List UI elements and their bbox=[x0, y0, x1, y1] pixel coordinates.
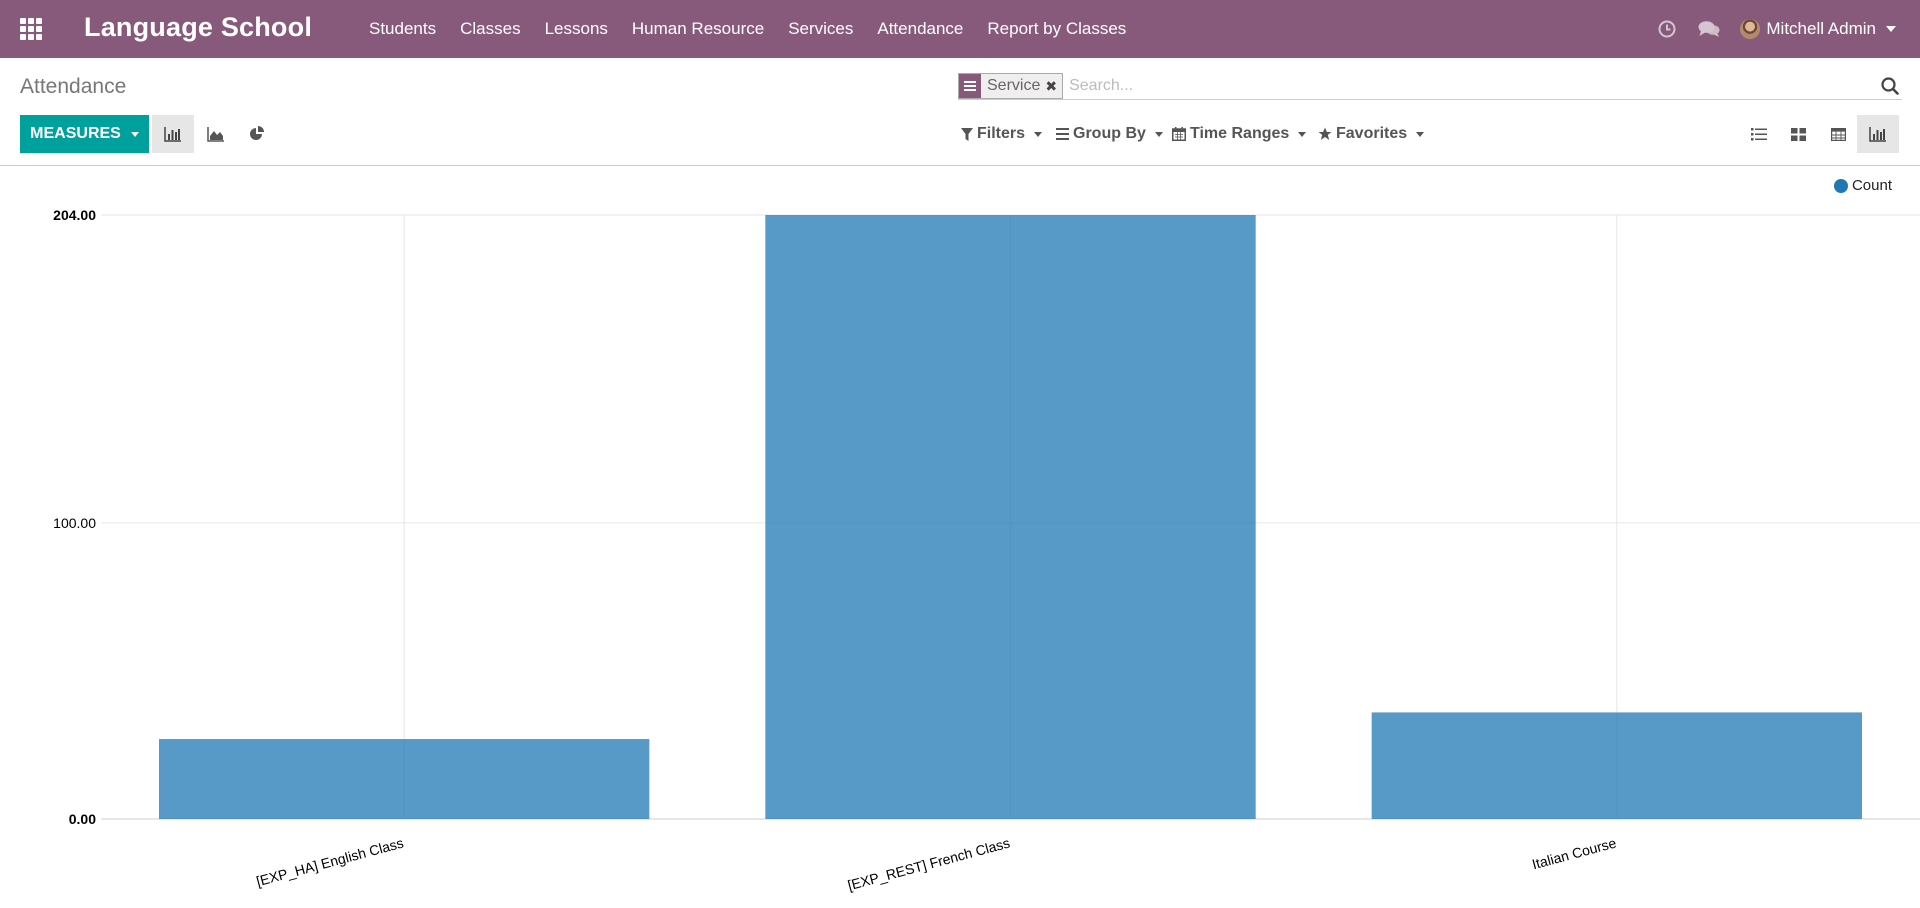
activity-clock-icon[interactable] bbox=[1656, 18, 1678, 40]
control-panel: Attendance Service ✖ MEASURES Filters Gr… bbox=[0, 58, 1920, 166]
menu-item-students[interactable]: Students bbox=[369, 19, 437, 38]
chevron-down-icon bbox=[1154, 131, 1163, 137]
apps-menu-icon[interactable] bbox=[20, 18, 43, 40]
pie-chart-mode-button[interactable] bbox=[236, 115, 278, 153]
time-ranges-label: Time Ranges bbox=[1190, 125, 1290, 142]
facet-label: Service bbox=[987, 77, 1041, 94]
x-tick-label: Italian Course bbox=[1530, 834, 1618, 872]
favorites-label: Favorites bbox=[1336, 125, 1408, 142]
breadcrumb: Attendance bbox=[20, 75, 127, 98]
user-menu[interactable]: Mitchell Admin bbox=[1740, 19, 1896, 39]
menu-item-attendance[interactable]: Attendance bbox=[877, 19, 964, 38]
filters-label: Filters bbox=[977, 125, 1026, 142]
user-name: Mitchell Admin bbox=[1766, 19, 1876, 38]
x-tick-label: [EXP_REST] French Class bbox=[846, 835, 1012, 894]
area-chart-icon bbox=[207, 126, 224, 142]
menu-item-report-by-classes[interactable]: Report by Classes bbox=[987, 19, 1127, 38]
time-ranges-dropdown[interactable]: Time Ranges bbox=[1172, 115, 1307, 153]
y-tick-label: 0.00 bbox=[69, 811, 96, 827]
bar bbox=[765, 215, 1256, 819]
bar-chart: 0.00 100.00 204.00 [EXP_HA] English Class [E… bbox=[53, 207, 1920, 894]
pivot-view-button[interactable] bbox=[1817, 115, 1859, 153]
filter-icon bbox=[961, 127, 973, 141]
legend-label: Count bbox=[1851, 177, 1892, 194]
y-tick-label: 204.00 bbox=[53, 207, 96, 223]
main-menu: Students Classes Lessons Human Resource … bbox=[357, 0, 1138, 58]
star-icon bbox=[1318, 127, 1332, 141]
bars-icon bbox=[1056, 128, 1069, 140]
chevron-down-icon bbox=[1886, 26, 1896, 32]
chevron-down-icon bbox=[1416, 131, 1425, 137]
bar bbox=[1371, 712, 1862, 819]
filters-dropdown[interactable]: Filters bbox=[961, 115, 1043, 153]
chevron-down-icon bbox=[1298, 131, 1307, 137]
pie-chart-icon bbox=[250, 126, 264, 140]
search-icon[interactable] bbox=[1878, 74, 1902, 98]
list-view-button[interactable] bbox=[1738, 115, 1780, 153]
menu-item-lessons[interactable]: Lessons bbox=[544, 19, 608, 38]
groupby-list-icon bbox=[959, 74, 981, 98]
messaging-chat-icon[interactable] bbox=[1698, 18, 1720, 40]
calendar-icon bbox=[1172, 127, 1186, 141]
kanban-icon bbox=[1790, 127, 1806, 141]
top-navbar: Language School Students Classes Lessons… bbox=[0, 0, 1920, 58]
search-facet-service[interactable]: Service ✖ bbox=[958, 73, 1064, 99]
groupby-dropdown[interactable]: Group By bbox=[1056, 115, 1163, 153]
favorites-dropdown[interactable]: Favorites bbox=[1318, 115, 1425, 153]
kanban-view-button[interactable] bbox=[1777, 115, 1819, 153]
list-icon bbox=[1751, 127, 1767, 140]
systray: Mitchell Admin bbox=[1656, 0, 1920, 58]
search-bar: Service ✖ bbox=[958, 73, 1902, 100]
y-tick-label: 100.00 bbox=[53, 515, 96, 531]
graph-view-button[interactable] bbox=[1857, 115, 1899, 153]
line-chart-mode-button[interactable] bbox=[195, 115, 237, 153]
measures-label: MEASURES bbox=[30, 125, 121, 142]
search-input[interactable] bbox=[1067, 74, 1878, 98]
chevron-down-icon bbox=[130, 131, 139, 137]
menu-item-human-resource[interactable]: Human Resource bbox=[631, 19, 765, 38]
legend-swatch bbox=[1833, 178, 1848, 193]
chevron-down-icon bbox=[1034, 131, 1043, 137]
measures-button[interactable]: MEASURES bbox=[20, 115, 149, 153]
x-tick-label: [EXP_HA] English Class bbox=[255, 835, 406, 890]
menu-item-services[interactable]: Services bbox=[788, 19, 854, 38]
chart-legend-count[interactable]: Count bbox=[1833, 177, 1892, 194]
app-brand[interactable]: Language School bbox=[84, 12, 313, 42]
bar-chart-icon bbox=[164, 126, 181, 142]
bar bbox=[159, 739, 650, 819]
table-icon bbox=[1830, 127, 1846, 141]
avatar bbox=[1740, 19, 1761, 39]
menu-item-classes[interactable]: Classes bbox=[460, 19, 521, 38]
bar-chart-mode-button[interactable] bbox=[152, 115, 194, 153]
bar-chart-icon bbox=[1869, 126, 1886, 142]
groupby-label: Group By bbox=[1073, 125, 1146, 142]
close-icon[interactable]: ✖ bbox=[1045, 77, 1058, 94]
